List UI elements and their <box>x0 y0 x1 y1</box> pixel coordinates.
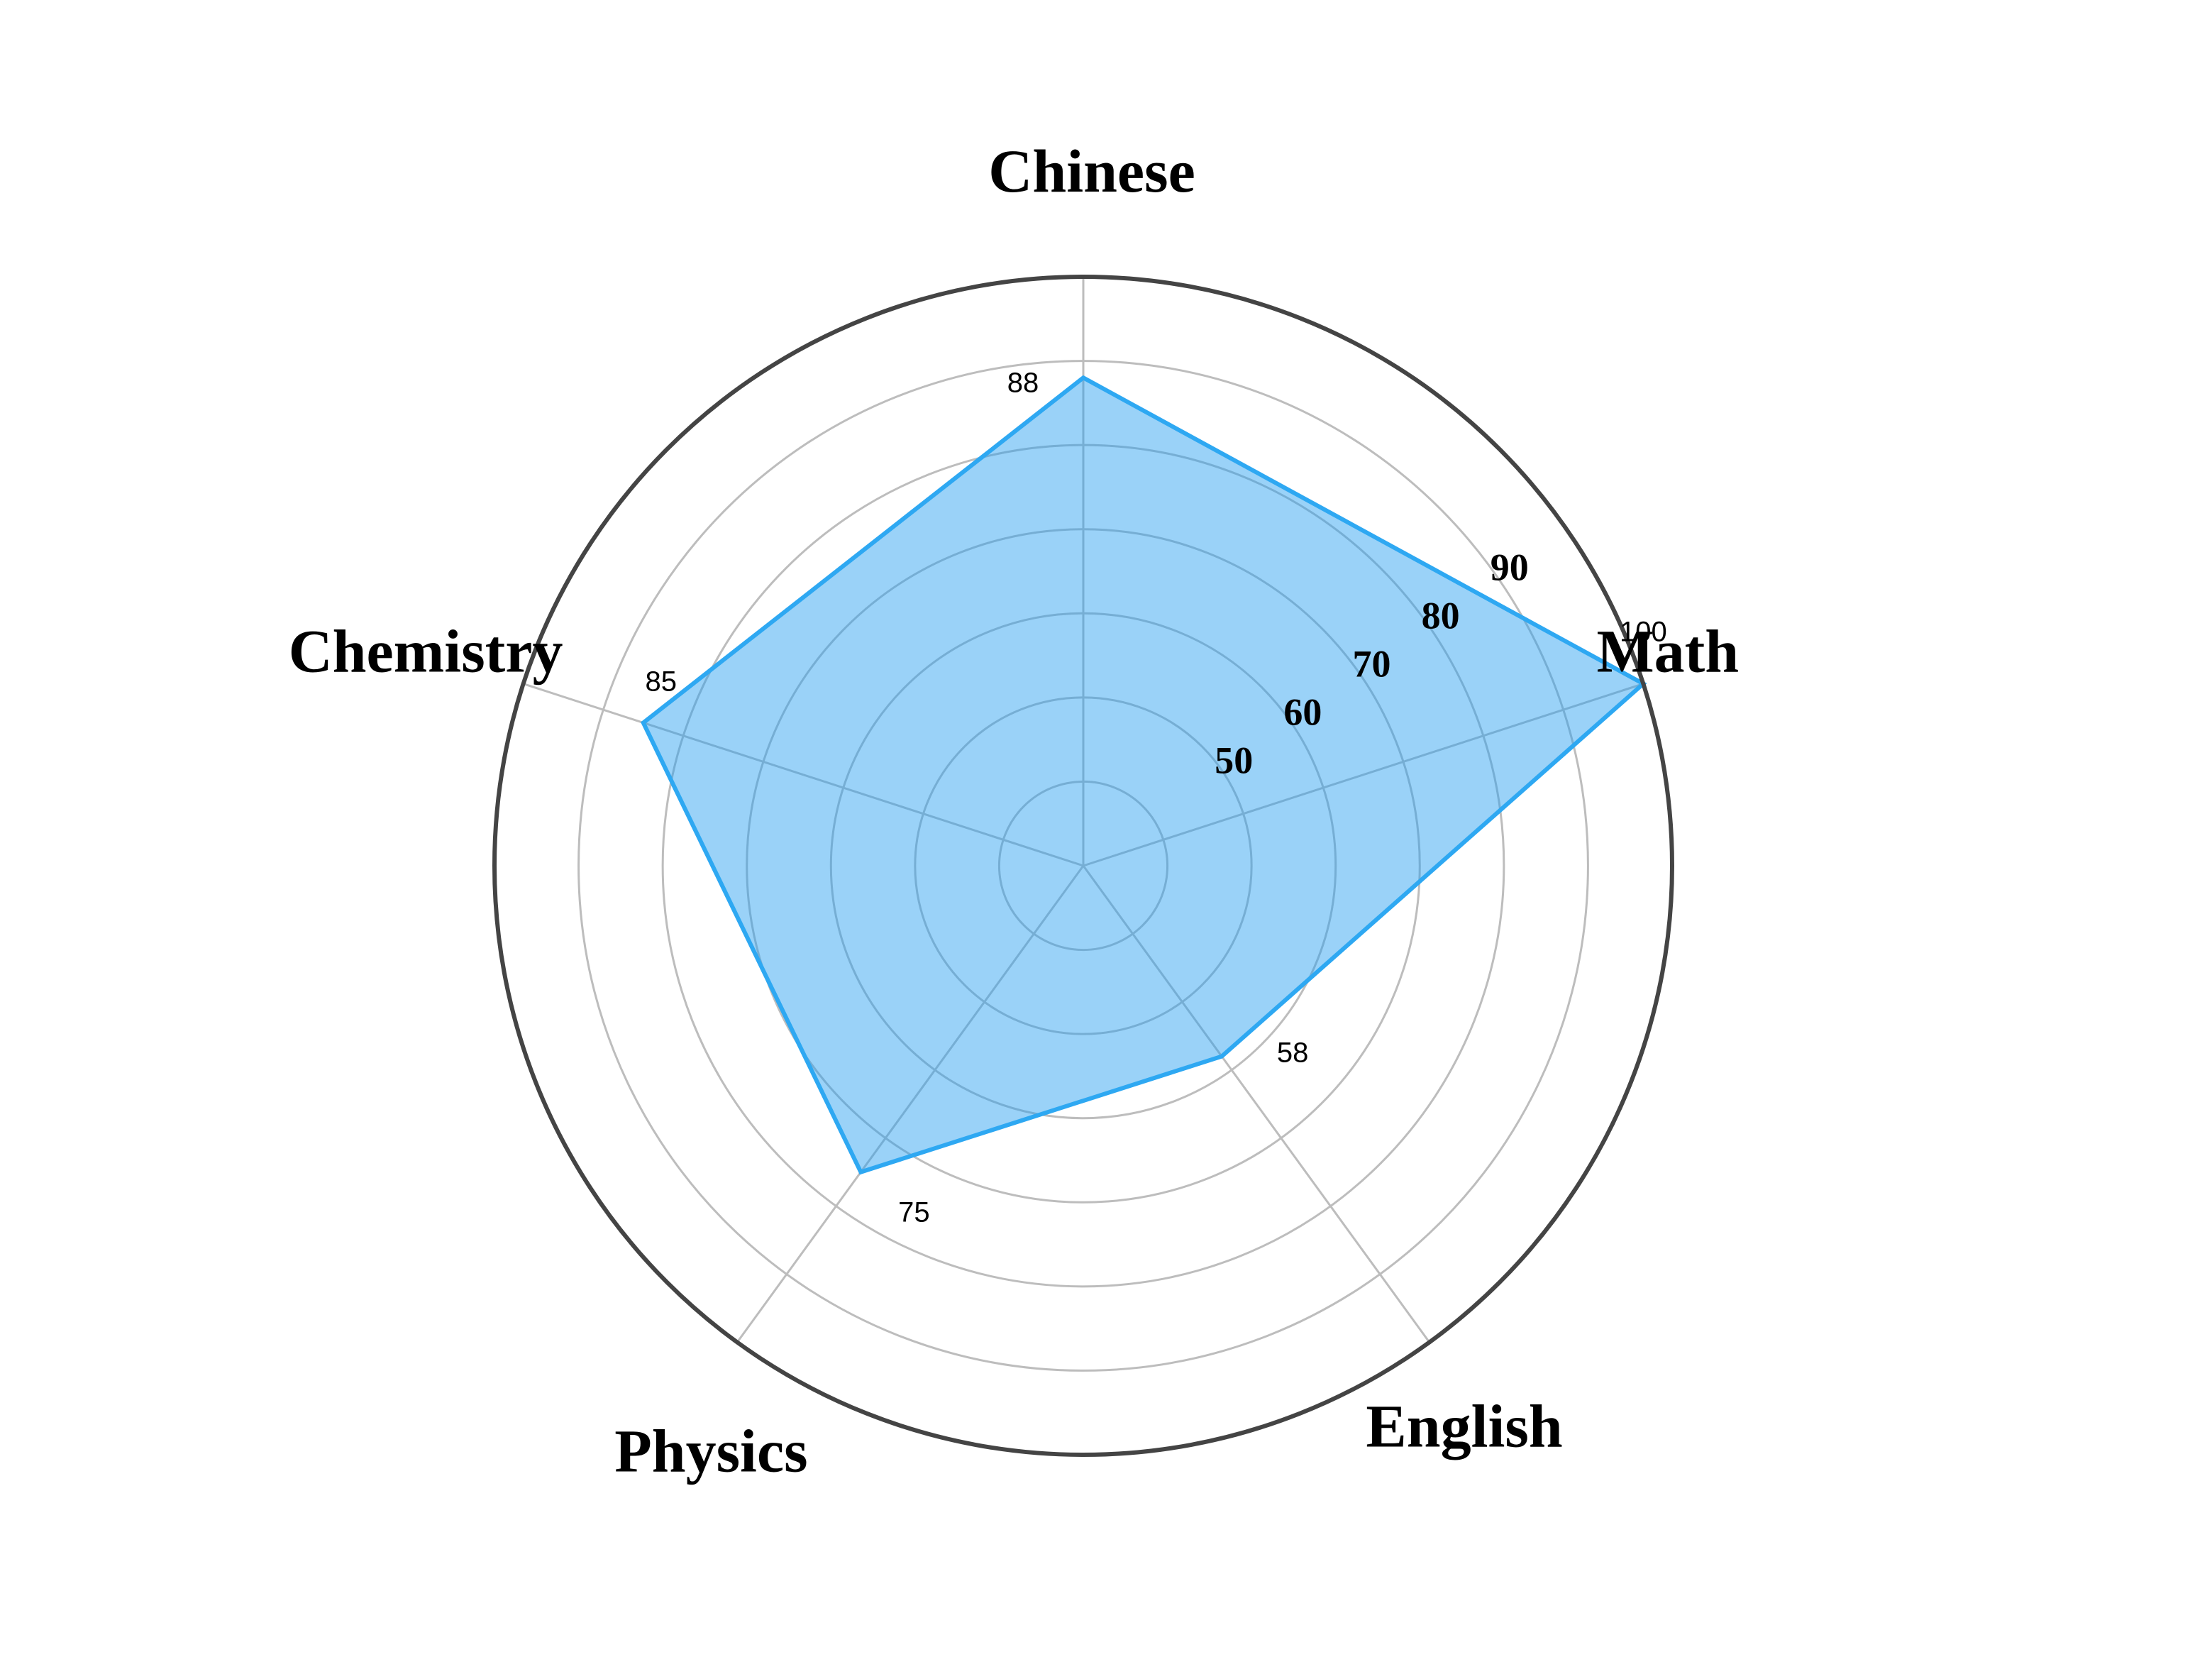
ring-tick-label: 60 <box>1283 690 1322 733</box>
axis-spoke <box>736 865 1085 1343</box>
ring-tick-label-outer: 100 <box>1620 617 1667 648</box>
axis-spoke <box>1082 865 1431 1343</box>
ring-tick-label: 70 <box>1353 642 1391 685</box>
outer-frame <box>492 275 1674 1457</box>
axis-label-chinese: Chinese <box>988 137 1195 205</box>
radar-series <box>492 275 1674 1457</box>
axis-label-physics: Physics <box>614 1417 807 1485</box>
axis-label-chemistry: Chemistry <box>289 617 563 685</box>
radar-grid <box>523 277 1644 1372</box>
data-label: 85 <box>646 666 678 697</box>
data-label: 88 <box>1007 367 1039 398</box>
axis-label-math: Math <box>1597 617 1740 685</box>
ring-tick-label: 90 <box>1491 546 1529 588</box>
series-area <box>641 375 1647 1175</box>
ring-tick-label: 50 <box>1215 739 1253 781</box>
data-label: 75 <box>898 1197 930 1228</box>
ring-tick-label: 80 <box>1422 594 1460 637</box>
axis-label-english: English <box>1366 1392 1562 1460</box>
axis-spoke <box>523 683 1084 867</box>
data-label: 58 <box>1277 1037 1309 1069</box>
radar-labels: Chinese Math English Physics Chemistry 50 60 70… <box>289 137 1740 1485</box>
axis-spoke <box>1083 683 1644 867</box>
